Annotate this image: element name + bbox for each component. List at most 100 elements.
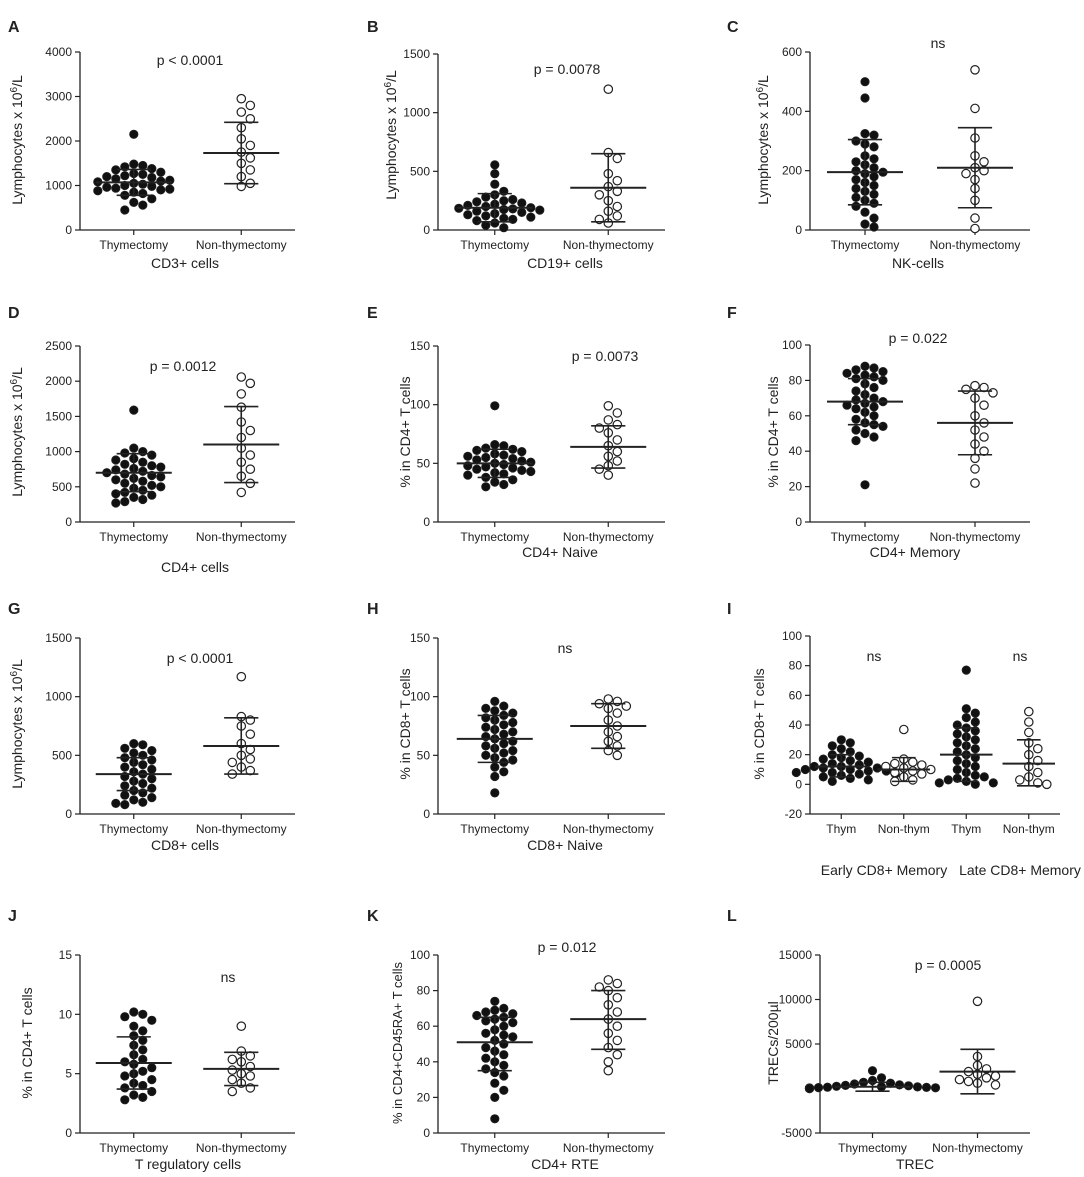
panel-g-point [138,740,148,750]
panel-i-ytick-label: 100 [782,629,802,643]
panel-k-point [603,1057,614,1067]
panel-d-point [138,446,148,457]
panel-a-point [147,164,157,174]
panel-a-point [147,194,157,204]
panel-a-point [129,159,139,169]
panel-c-point [860,129,870,139]
panel-h-ytick-label: 150 [410,631,430,645]
panel-a-xlabel: CD3+ cells [151,255,219,271]
panel-k-point [603,1065,614,1076]
panel-e-point [481,482,491,492]
panel-l-point [963,1076,974,1087]
panel-a-point [245,140,256,151]
panel-i-point [845,773,855,784]
panel-f-point [970,380,980,391]
panel-k-point [612,978,623,989]
panel-d-ytick-label: 2000 [45,374,72,388]
panel-k-point [612,992,623,1003]
panel-e-point [499,450,509,460]
panel-j-point [236,1021,247,1031]
panel-h-point [508,717,518,728]
panel-i-point [800,764,810,775]
panel-c-point [851,192,861,202]
panel-d-ytick-label: 0 [65,515,72,529]
panel-l-ytick-label: 5000 [785,1037,812,1051]
panel-k-ytick-label: 20 [417,1090,431,1104]
panel-i-point [1024,717,1034,727]
panel-l-ylabel: TRECs/200µl [765,1001,781,1085]
panel-l-point [912,1082,923,1092]
panel-i-point [827,776,837,787]
panel-i-point [952,764,962,775]
panel-g-point [138,760,148,770]
panel-l-ytick-label: 10000 [779,993,813,1007]
panel-j-point [138,1092,148,1103]
panel-i-annotation-early: ns [867,648,882,664]
panel-g-point [245,754,256,764]
panel-a-point [138,169,148,179]
panel-c-point [869,172,879,182]
panel-j-point [138,1066,148,1076]
panel-i-point [952,738,962,748]
panel-k-plot: 0 20 40 60 80 100 Thymectomy Non-thymectomy [410,948,665,1155]
panel-f-ytick-label: 80 [789,373,803,387]
panel-j-point [147,1015,157,1025]
panel-k-point [481,1043,491,1053]
panel-f-point [860,428,870,439]
panel-i-point [907,775,918,785]
panel-i-ytick-label: 60 [789,688,803,702]
panel-i-point [791,767,801,778]
panel-b-point [490,169,500,179]
panel-e-point [481,443,491,453]
panel-h-category-label: Thymectomy [460,822,529,836]
panel-b-point [612,153,623,164]
panel-l-title: p = 0.0005 [915,957,982,973]
panel-h-xlabel: CD8+ Naive [527,837,603,853]
panel-i-point [952,755,962,766]
panel-a-point [129,197,139,207]
panel-e: E p = 0.0073 % in CD4+ T cells CD4+ Naiv… [367,305,665,560]
panel-d-ytick-label: 1500 [45,409,72,423]
panel-b-point [612,211,623,221]
panel-h-point [481,722,491,732]
panel-k-point [612,1049,623,1060]
panel-f-letter: F [727,305,737,322]
panel-b-point [508,204,518,214]
panel-g-point [147,745,157,756]
panel-i-ytick-label: -20 [785,807,803,821]
panel-i-point [836,735,846,745]
panel-j-point [120,1095,130,1105]
panel-e-point [526,457,536,467]
panel-c-point [961,168,971,179]
panel-h-point [490,696,500,707]
panel-g-plot: 0 500 1000 1500 Thymectomy Non-thymectomy [45,631,295,836]
panel-i-point [1042,779,1052,790]
panel-h-ylabel: % in CD8+ T cells [397,668,413,779]
panel-e-xlabel: CD4+ Naive [522,544,598,560]
panel-k-point [612,1007,623,1017]
panel-f-ytick-label: 60 [789,409,803,423]
panel-b: B p = 0.0078 Lymphocytes x 106/L CD19+ c… [367,19,665,271]
panel-k-point [603,975,614,985]
panel-f-point [878,366,888,377]
panel-j-letter: J [8,908,17,925]
panel-e-point [499,459,509,470]
panel-i-plot: -20 0 20 40 60 80 100 Thym Non-thym Thym Non-thym [782,629,1060,836]
panel-g-ytick-label: 1000 [45,690,72,704]
panel-a-point [236,93,247,104]
panel-j-point [129,1007,139,1017]
panel-d-point [236,487,247,498]
panel-d-ytick-label: 1000 [45,445,72,459]
panel-i-category-label: Thym [951,822,981,836]
panel-l-point [813,1083,824,1093]
panel-i-point [970,735,980,745]
panel-h-point [490,706,500,716]
panel-c-xlabel: NK-cells [892,255,944,271]
panel-k-point [508,1032,518,1042]
panel-b-plot: 0 500 1000 1500 Thymectomy Non-thymectomy [403,47,665,252]
panel-h-point [612,708,623,718]
panel-b-point [603,84,614,94]
panel-i-point [1033,767,1043,778]
panel-c-point [869,130,879,140]
